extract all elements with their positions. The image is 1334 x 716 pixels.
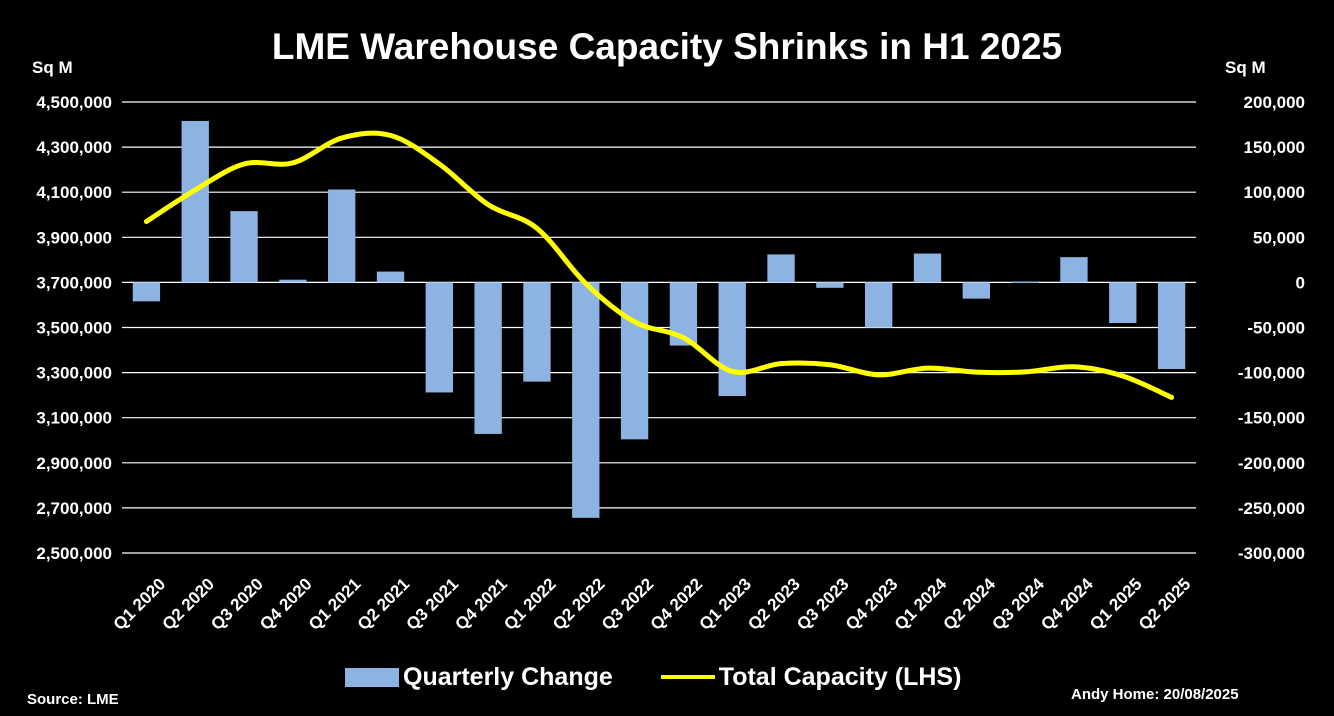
- left-tick-label: 3,100,000: [36, 409, 112, 428]
- x-tick-label: Q3 2024: [988, 574, 1048, 634]
- x-tick-label: Q3 2022: [598, 574, 658, 634]
- x-tick-label: Q1 2021: [305, 574, 365, 634]
- right-tick-label: -300,000: [1238, 544, 1305, 563]
- bar: [425, 282, 453, 393]
- x-tick-label: Q4 2021: [451, 574, 511, 634]
- bar: [962, 282, 990, 299]
- x-tick-label: Q2 2021: [354, 574, 414, 634]
- x-tick-label: Q2 2023: [744, 574, 804, 634]
- bar: [1157, 282, 1186, 369]
- right-tick-label: 0: [1296, 273, 1305, 292]
- left-tick-label: 2,500,000: [36, 544, 112, 563]
- x-tick-label: Q2 2025: [1135, 574, 1195, 634]
- bar: [328, 189, 356, 283]
- bar: [620, 282, 649, 440]
- right-tick-label: 150,000: [1244, 138, 1305, 157]
- bar: [865, 282, 893, 328]
- legend-line-label: Total Capacity (LHS): [718, 662, 962, 691]
- right-tick-label: 200,000: [1244, 93, 1305, 112]
- x-tick-label: Q1 2020: [110, 574, 170, 634]
- bar: [279, 279, 307, 283]
- bar: [816, 282, 844, 288]
- x-tick-label: Q1 2023: [695, 574, 755, 634]
- right-axis-unit: Sq M: [1225, 58, 1266, 77]
- bar: [572, 282, 600, 518]
- legend: Quarterly Change Total Capacity (LHS): [345, 660, 961, 694]
- bar: [913, 253, 942, 283]
- left-tick-label: 3,300,000: [36, 364, 112, 383]
- x-tick-label: Q1 2022: [500, 574, 560, 634]
- bar: [767, 254, 795, 283]
- legend-bar-label: Quarterly Change: [403, 662, 613, 691]
- x-tick-label: Q3 2020: [207, 574, 267, 634]
- right-tick-label: -250,000: [1238, 499, 1305, 518]
- left-axis-unit: Sq M: [32, 58, 73, 77]
- x-tick-label: Q2 2024: [940, 574, 1000, 634]
- source-note: Source: LME: [27, 691, 119, 708]
- right-tick-label: 100,000: [1244, 183, 1305, 202]
- x-tick-label: Q4 2024: [1037, 574, 1097, 634]
- left-tick-label: 4,100,000: [36, 183, 112, 202]
- right-tick-label: -200,000: [1238, 454, 1305, 473]
- bar: [376, 271, 405, 283]
- x-tick-label: Q4 2022: [647, 574, 707, 634]
- x-tick-label: Q1 2025: [1086, 574, 1146, 634]
- chart-title: LME Warehouse Capacity Shrinks in H1 202…: [271, 26, 1063, 67]
- legend-line-swatch: [660, 675, 715, 679]
- right-tick-label: 50,000: [1253, 228, 1305, 247]
- right-axis-ticks: 200,000 150,000 100,000 50,000 0 -50,000 -100,…: [1238, 93, 1305, 563]
- right-tick-label: -50,000: [1247, 319, 1305, 338]
- x-tick-label: Q4 2020: [256, 574, 316, 634]
- bar: [523, 282, 551, 382]
- x-tick-label: Q2 2020: [158, 574, 218, 634]
- credit-note: Andy Home: 20/08/2025: [1071, 686, 1239, 703]
- bar: [1109, 282, 1137, 323]
- right-tick-label: -150,000: [1238, 409, 1305, 428]
- bar: [1011, 281, 1039, 283]
- x-tick-label: Q3 2023: [793, 574, 853, 634]
- bar: [132, 282, 161, 302]
- x-tick-label: Q2 2022: [549, 574, 609, 634]
- bar: [1060, 257, 1088, 283]
- left-tick-label: 3,900,000: [36, 228, 112, 247]
- bar-series: [132, 120, 1186, 518]
- left-tick-label: 4,300,000: [36, 138, 112, 157]
- bar: [230, 211, 258, 283]
- left-tick-label: 3,500,000: [36, 319, 112, 338]
- x-tick-label: Q4 2023: [842, 574, 902, 634]
- x-tick-label: Q3 2021: [403, 574, 463, 634]
- total-capacity-line: [143, 130, 1175, 400]
- line-series: [143, 130, 1175, 400]
- bar: [718, 282, 746, 397]
- left-tick-label: 2,700,000: [36, 499, 112, 518]
- right-tick-label: -100,000: [1238, 364, 1305, 383]
- left-tick-label: 4,500,000: [36, 93, 112, 112]
- left-tick-label: 2,900,000: [36, 454, 112, 473]
- x-tick-label: Q1 2024: [891, 574, 951, 634]
- bar: [474, 282, 502, 434]
- left-tick-label: 3,700,000: [36, 273, 112, 292]
- legend-bar-swatch: [345, 667, 399, 687]
- bar: [181, 120, 209, 283]
- left-axis-ticks: 4,500,000 4,300,000 4,100,000 3,900,000 3,70…: [36, 93, 112, 563]
